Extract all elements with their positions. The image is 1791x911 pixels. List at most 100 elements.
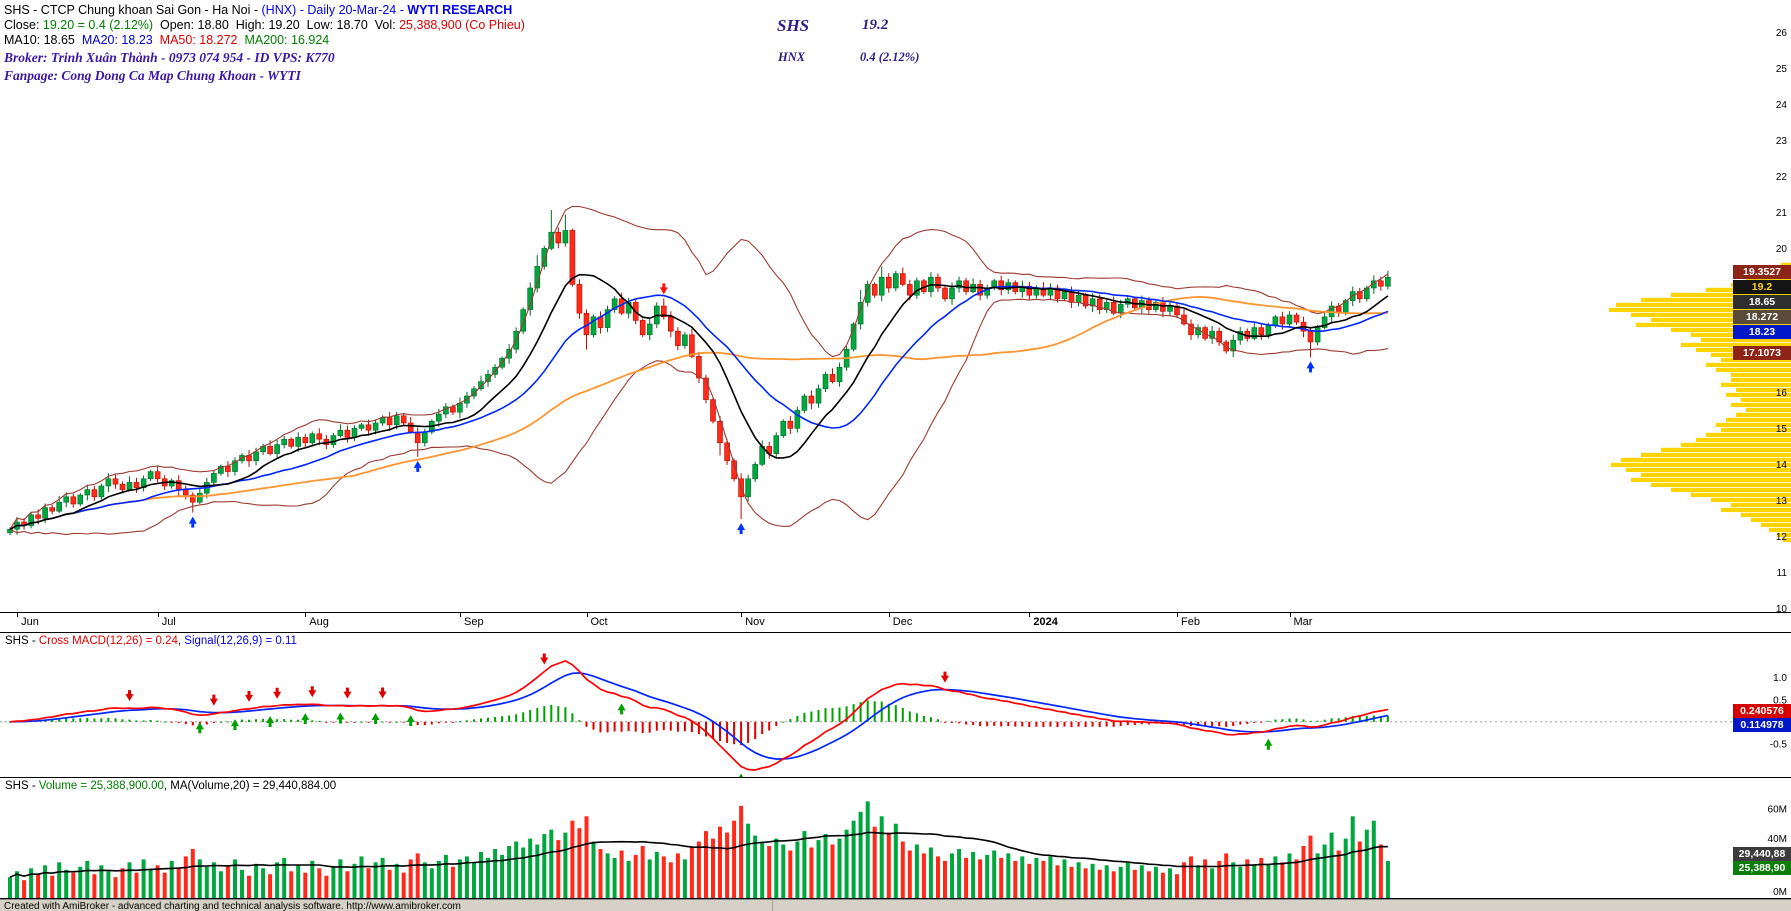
macd-buy-arrow-icon: [371, 712, 380, 724]
macd-sell-arrow-icon: [209, 694, 218, 706]
overlay-symbol: SHS: [777, 16, 810, 35]
axis-price-tag: 17.1073: [1733, 345, 1791, 360]
month-label: Dec: [892, 616, 913, 628]
text-segment: Vol:: [367, 18, 400, 32]
text-segment: WYTI RESEARCH: [407, 3, 513, 17]
svg-text:10: 10: [1776, 604, 1788, 612]
text-segment: , MA(Volume,20) = 29,440,884.00: [163, 780, 337, 792]
text-segment: MA10: 18.65: [4, 33, 75, 47]
macd-sell-arrow-icon: [308, 686, 317, 698]
text-segment: SHS -: [5, 780, 39, 792]
text-segment: Cross MACD(12,26) = 0.24: [38, 635, 178, 647]
macd-buy-arrow-icon: [230, 719, 239, 731]
pane-separator: [0, 898, 1791, 899]
macd-line: [9, 659, 1389, 771]
svg-text:14: 14: [1776, 460, 1788, 471]
svg-text:23: 23: [1776, 136, 1788, 147]
volume-pane[interactable]: 60M40M20M0M: [0, 778, 1791, 898]
macd-buy-arrow-icon: [301, 713, 310, 725]
axis-price-tag: 18.23: [1733, 324, 1791, 339]
macd-sell-arrow-icon: [343, 687, 352, 699]
volume-ma-line: [9, 831, 1388, 878]
text-segment: Volume = 25,388,900.00: [38, 780, 164, 792]
month-tick: [460, 613, 461, 617]
text-segment: ,: [177, 635, 185, 647]
month-label: Feb: [1181, 616, 1200, 628]
macd-buy-arrow-icon: [406, 714, 415, 726]
svg-text:25: 25: [1776, 64, 1788, 75]
month-tick: [157, 613, 159, 617]
month-label: 2024: [1033, 616, 1058, 628]
status-bar: Created with AmiBroker - advanced charti…: [0, 899, 1791, 911]
month-label: Aug: [309, 616, 329, 628]
macd-sell-arrow-icon: [125, 690, 134, 702]
text-segment: 19.20 = 0.4 (2.12%): [42, 18, 154, 32]
month-tick: [305, 613, 307, 617]
buy-arrow-icon: [188, 516, 197, 528]
axis-price-tag: 0.240576: [1733, 704, 1791, 719]
text-segment: SHS - CTCP Chung khoan Sai Gon - Ha Noi …: [4, 3, 262, 17]
pane-separator: [0, 632, 1791, 633]
axis-price-tag: 19.3527: [1733, 264, 1791, 279]
macd-sell-arrow-icon: [540, 653, 549, 665]
month-tick: [1177, 613, 1178, 617]
text-segment: MA20: 18.23: [74, 33, 153, 47]
svg-text:-0.5: -0.5: [1770, 739, 1788, 750]
sell-arrow-icon: [659, 283, 668, 295]
text-segment: 18.70: [336, 18, 368, 32]
text-segment: SHS -: [5, 635, 39, 647]
volume-profile: [1609, 262, 1791, 542]
statusbar-divider: [772, 900, 773, 911]
svg-text:0.5: 0.5: [1773, 695, 1787, 706]
axis-price-tag: 29,440,88: [1733, 847, 1791, 862]
macd-buy-arrow-icon: [617, 703, 626, 715]
volume-pane-title: SHS - Volume = 25,388,900.00, MA(Volume,…: [5, 780, 336, 792]
macd-histogram: [9, 700, 1389, 746]
macd-buy-arrow-icon: [195, 722, 204, 734]
macd-sell-arrow-icon: [378, 687, 387, 699]
svg-text:1.0: 1.0: [1773, 673, 1787, 684]
month-tick: [741, 613, 743, 617]
overlay-exchange: HNX: [778, 50, 806, 64]
overlay-change: 0.4 (2.12%): [860, 50, 920, 64]
svg-text:13: 13: [1776, 496, 1788, 507]
month-tick: [586, 613, 588, 617]
quote-line: Close: 19.20 = 0.4 (2.12%) Open: 18.80 H…: [4, 18, 525, 33]
macd-sell-arrow-icon: [245, 690, 254, 702]
text-segment: 25,388,900 (Co Phieu): [399, 18, 525, 32]
text-segment: Low:: [299, 18, 337, 32]
pane-separator: [0, 777, 1791, 778]
date-axis[interactable]: Jun Jul Aug Sep Oct Nov Dec 2024 Feb Mar: [0, 613, 1791, 632]
bollinger-lower: [9, 298, 1389, 536]
text-segment: 18.80: [197, 18, 229, 32]
axis-price-tag: 18.65: [1733, 294, 1791, 309]
macd-pane[interactable]: 1.00.50.0-0.5: [0, 633, 1791, 777]
buy-arrow-icon: [1306, 361, 1315, 373]
text-segment: 19.20: [268, 18, 300, 32]
month-label: Jul: [161, 616, 176, 628]
axis-price-tag: 0.114978: [1733, 718, 1791, 733]
svg-text:26: 26: [1776, 28, 1788, 39]
macd-signal-line: [9, 672, 1389, 760]
svg-text:24: 24: [1776, 100, 1788, 111]
macd-buy-arrow-icon: [336, 712, 345, 724]
svg-text:0M: 0M: [1773, 887, 1787, 898]
month-label: Jun: [21, 616, 39, 628]
price-chart-pane[interactable]: 2625242322212019181716151413121110: [0, 0, 1791, 612]
month-label: Sep: [464, 616, 484, 628]
status-bar-text: Created with AmiBroker - advanced charti…: [4, 901, 461, 911]
ma20-line: [9, 285, 1389, 530]
month-label: Nov: [745, 616, 765, 628]
bollinger-upper: [9, 205, 1389, 530]
axis-price-tag: 25,388,90: [1733, 861, 1791, 876]
month-tick: [17, 613, 19, 617]
month-label: Oct: [590, 616, 608, 628]
axis-price-tag: 19.2: [1733, 279, 1791, 294]
month-tick: [1029, 613, 1031, 617]
macd-buy-arrow-icon: [266, 715, 275, 727]
ma10-line: [9, 273, 1389, 530]
text-segment: Open:: [153, 18, 198, 32]
text-segment: Signal(12,26,9) = 0.11: [184, 635, 297, 647]
moving-averages-line: MA10: 18.65 MA20: 18.23 MA50: 18.272 MA2…: [4, 33, 329, 48]
